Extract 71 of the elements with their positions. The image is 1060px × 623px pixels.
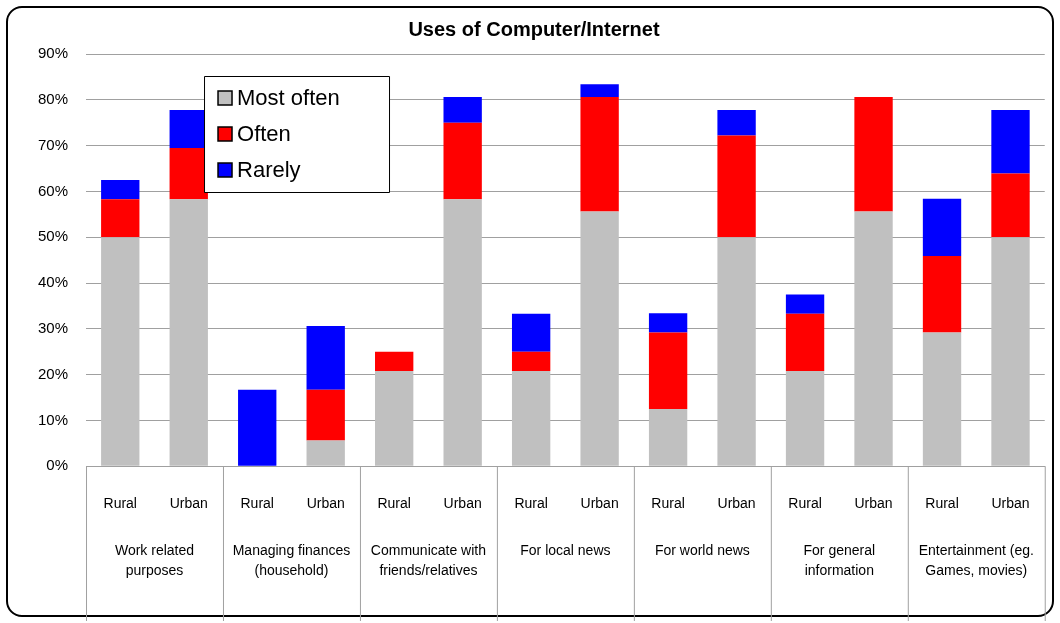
bar [580, 211, 619, 466]
y-tick-label: 50% [37, 227, 69, 245]
x-tick-label: Rural [240, 495, 274, 512]
y-tick-label: 30% [37, 318, 69, 336]
bar [648, 332, 688, 409]
x-tick-label: Urban [717, 495, 756, 512]
legend-label: Most often [237, 85, 340, 111]
bar [306, 326, 345, 390]
x-tick-label: Rural [788, 495, 822, 512]
chart-title: Uses of Computer/Internet [408, 17, 660, 40]
bar [375, 351, 414, 371]
bar [580, 84, 619, 98]
bar [854, 211, 893, 466]
bar [991, 173, 1030, 238]
bar [101, 237, 140, 466]
y-tick-label: 0% [46, 456, 69, 474]
bar [991, 237, 1030, 466]
bar [580, 97, 619, 212]
y-tick-label: 80% [37, 89, 69, 107]
text: For general information [803, 542, 876, 579]
bar [854, 97, 893, 212]
y-tick-label: 90% [37, 44, 69, 62]
text: For local news [520, 542, 611, 559]
text: Work related purposes [114, 542, 195, 579]
x-tick-label: Urban [306, 495, 345, 512]
x-tick-label: Urban [991, 495, 1030, 512]
x-tick-label: Urban [854, 495, 893, 512]
legend-label: Often [237, 121, 291, 147]
bar [306, 440, 345, 466]
bar [169, 199, 208, 466]
bar [648, 408, 688, 466]
bar [238, 389, 277, 466]
x-tick-label: Urban [169, 495, 208, 512]
y-tick-label: 40% [37, 273, 69, 291]
bar [991, 109, 1030, 174]
bar [785, 294, 825, 314]
x-tick-label: Rural [103, 495, 137, 512]
x-tick-label: Urban [580, 495, 619, 512]
bar [922, 255, 962, 333]
bar [922, 198, 962, 256]
y-tick-label: 20% [37, 364, 69, 382]
bar [443, 97, 482, 123]
bar [785, 370, 825, 466]
bar [443, 199, 482, 466]
x-tick-label: Rural [651, 495, 685, 512]
bar [922, 332, 962, 466]
text: Entertainment (eg. Games, movies) [918, 542, 1034, 579]
bar [511, 313, 551, 352]
text: For world news [654, 542, 750, 559]
bar [717, 109, 756, 136]
bar [511, 351, 551, 371]
bar [717, 135, 756, 238]
y-tick-label: 70% [37, 135, 69, 153]
bar [443, 122, 482, 200]
y-tick-label: 60% [37, 181, 69, 199]
x-tick-label: Rural [925, 495, 959, 512]
bar [101, 179, 140, 200]
bar [306, 389, 345, 441]
x-tick-label: Rural [514, 495, 548, 512]
text: Communicate with friends/relatives [370, 542, 486, 579]
bar [101, 199, 140, 238]
bar [511, 370, 551, 466]
bar [375, 370, 414, 466]
bar [785, 313, 825, 371]
y-tick-label: 10% [37, 410, 69, 428]
bar [717, 237, 756, 466]
legend-label: Rarely [237, 157, 301, 183]
bar [648, 313, 688, 333]
text: Managing finances (household) [232, 542, 351, 579]
x-tick-label: Rural [377, 495, 411, 512]
x-tick-label: Urban [443, 495, 482, 512]
